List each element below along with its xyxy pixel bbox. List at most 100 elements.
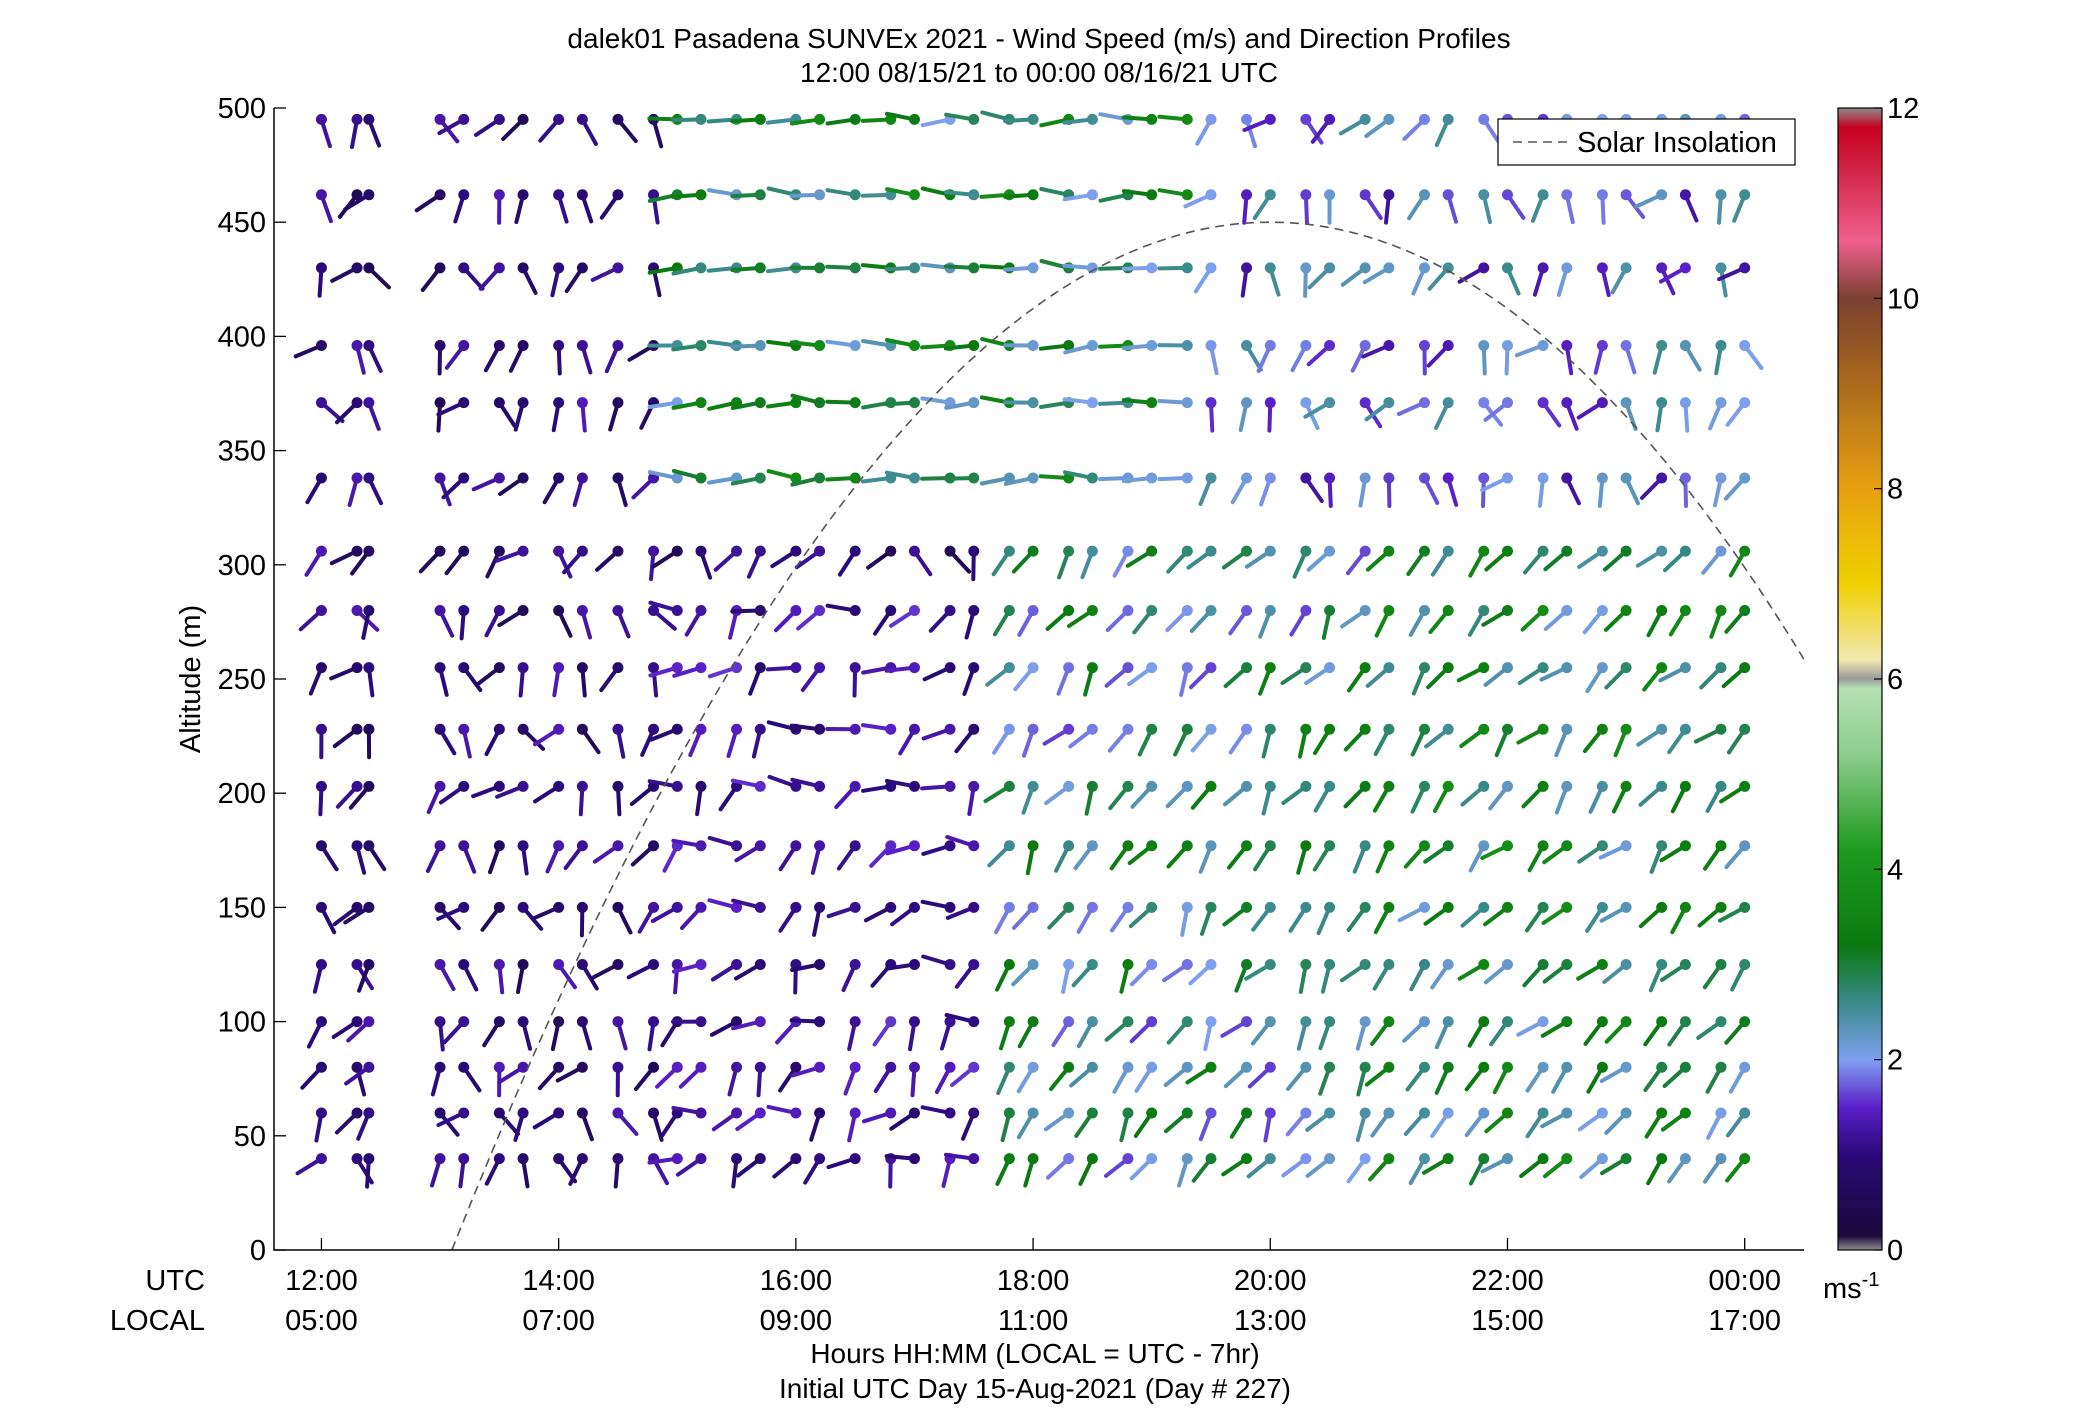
wind-barb-dot	[1003, 545, 1015, 557]
wind-barb-dot	[671, 959, 683, 970]
wind-barb-dot	[1679, 545, 1691, 557]
wind-barb-dot	[849, 1153, 861, 1165]
wind-barb-dot	[908, 1016, 920, 1028]
wind-barb-dot	[1122, 1107, 1134, 1119]
wind-barb-dot	[1300, 901, 1312, 913]
wind-barb-dot	[1442, 780, 1454, 792]
wind-barb-dot	[1715, 901, 1727, 913]
wind-barb-dot	[1383, 545, 1395, 557]
wind-barb-dot	[1537, 604, 1549, 616]
wind-barb-dot	[908, 189, 920, 201]
colorbar: 0 2 4 6 8 10 12 ms-1	[1823, 93, 1919, 1305]
wind-barb-dot	[1181, 262, 1193, 274]
wind-barb-dot	[1715, 472, 1727, 484]
wind-barb-dot	[1205, 262, 1217, 274]
wind-barb-dot	[754, 397, 766, 409]
wind-barb-dot	[612, 959, 624, 970]
wind-barb-dot	[1739, 545, 1751, 557]
wind-barb-dot	[553, 545, 565, 557]
wind-barb-dot	[612, 1153, 624, 1165]
wind-barb-dot	[1181, 901, 1193, 913]
wind-barb-dot	[1620, 723, 1632, 735]
wind-barb-dot	[1501, 1153, 1513, 1165]
wind-barb-dot	[434, 604, 446, 616]
wind-barb-dot	[434, 340, 446, 352]
wind-barb-dot	[1715, 959, 1727, 970]
wind-barb-dot	[648, 545, 660, 557]
wind-barb-dot	[1003, 840, 1015, 852]
wind-barb-dot	[1620, 1061, 1632, 1073]
wind-barb-dot	[458, 1107, 470, 1119]
colorbar-ticks: 0 2 4 6 8 10 12	[1874, 93, 1919, 1267]
wind-barb-dot	[814, 262, 826, 274]
wind-barb-dot	[1418, 840, 1430, 852]
wind-barb-dot	[1241, 840, 1253, 852]
wind-barb-dot	[1442, 262, 1454, 274]
wind-barb-dot	[790, 545, 802, 557]
wind-barb-dot	[1679, 1061, 1691, 1073]
wind-barb-dot	[814, 723, 826, 735]
wind-barb-dot	[754, 472, 766, 484]
wind-barb-dot	[1418, 113, 1430, 125]
wind-barb-dot	[849, 1061, 861, 1073]
wind-barb-dot	[517, 340, 529, 352]
wind-barb-dot	[612, 545, 624, 557]
wind-barb-dot	[968, 1153, 980, 1165]
wind-barb-dot	[1181, 472, 1193, 484]
wind-barb-dot	[1181, 604, 1193, 616]
wind-barb-dot	[1027, 340, 1039, 352]
wind-barb-dot	[695, 472, 707, 484]
wind-barb-dot	[648, 1107, 660, 1119]
wind-barb-dot	[1205, 545, 1217, 557]
wind-barb-dot	[493, 901, 505, 913]
wind-barb-dot	[493, 604, 505, 616]
wind-barb-dot	[1656, 189, 1668, 201]
wind-barb-dot	[1418, 262, 1430, 274]
wind-barb-dot	[1383, 604, 1395, 616]
wind-barb-dot	[1086, 397, 1098, 409]
wind-barb-dot	[1264, 840, 1276, 852]
wind-barb-dot	[648, 840, 660, 852]
wind-barb-dot	[434, 472, 446, 484]
wind-barb-dot	[814, 189, 826, 201]
wind-barb-dot	[790, 1061, 802, 1073]
wind-barb-dot	[517, 1153, 529, 1165]
wind-barb-dot	[1478, 780, 1490, 792]
wind-barb-dot	[1537, 1061, 1549, 1073]
wind-barb-dot	[1679, 1153, 1691, 1165]
wind-barb-dot	[553, 780, 565, 792]
wind-barb-dot	[1264, 113, 1276, 125]
y-tick-label: 50	[234, 1121, 266, 1153]
wind-barb-dot	[849, 723, 861, 735]
wind-barb-dot	[612, 604, 624, 616]
wind-barb-dot	[1146, 901, 1158, 913]
wind-barb-dot	[1501, 262, 1513, 274]
wind-barb-dot	[671, 1061, 683, 1073]
wind-barb-dot	[908, 723, 920, 735]
wind-barb-dot	[1620, 545, 1632, 557]
wind-barb-dot	[1442, 397, 1454, 409]
wind-barb-dot	[493, 723, 505, 735]
wind-barb-dot	[576, 723, 588, 735]
wind-barb-dot	[576, 1153, 588, 1165]
wind-barb-dot	[1679, 604, 1691, 616]
wind-barb-dot	[849, 662, 861, 674]
wind-barb-dot	[1122, 1016, 1134, 1028]
wind-barb-dot	[1027, 1016, 1039, 1028]
wind-barb-dot	[1442, 1016, 1454, 1028]
wind-barb-dot	[315, 1061, 327, 1073]
wind-barb-dot	[1146, 723, 1158, 735]
wind-barb-dot	[1383, 397, 1395, 409]
wind-barb-dot	[908, 472, 920, 484]
wind-barb-dot	[1003, 1153, 1015, 1165]
wind-barb-dot	[1656, 397, 1668, 409]
wind-barb-dot	[1063, 1061, 1075, 1073]
wind-barb-dot	[1656, 545, 1668, 557]
wind-barb-dot	[1146, 604, 1158, 616]
wind-barb-dot	[1739, 472, 1751, 484]
wind-barb-dot	[1003, 901, 1015, 913]
wind-barb-dot	[1324, 780, 1336, 792]
wind-barb-dot	[1359, 113, 1371, 125]
wind-barb-dot	[351, 262, 363, 274]
wind-barb-dot	[695, 780, 707, 792]
